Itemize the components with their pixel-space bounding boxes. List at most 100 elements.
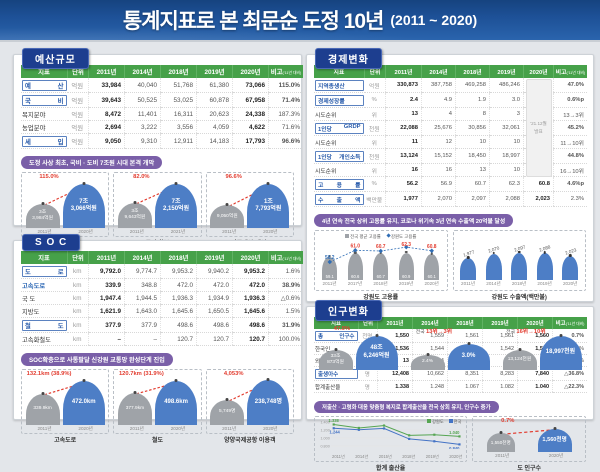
bar-gray: 3조 9,643억원: [117, 202, 152, 228]
cell-value: 1,936.3: [160, 291, 197, 305]
cell-value: 1,559: [412, 329, 448, 343]
cell-value: 13: [455, 163, 490, 177]
cell-value: 18,450: [455, 148, 490, 164]
mini-chart-box: 96.6% 9,050억원 1조 7,793억원 2011년 2020년: [205, 172, 294, 237]
row-unit: km: [67, 317, 89, 333]
export-bar-col: 2,088: [536, 244, 553, 280]
cell-value: 11: [385, 135, 422, 149]
row-unit: 위: [364, 135, 386, 149]
cell-value: 120.7: [160, 332, 197, 346]
label-part: 세: [25, 138, 31, 146]
row-label: 시도순위: [314, 163, 365, 177]
increase-value: 96.6%: [225, 174, 242, 180]
cell-note: 13→3위: [553, 107, 587, 121]
bar-gray: 3조 3,984억원: [25, 204, 60, 228]
column-header-note: 비고('11년 대비): [553, 65, 587, 78]
row-unit: 백만불: [364, 191, 386, 207]
column-header: 2014년: [421, 65, 456, 78]
cell-value: 56.2: [385, 176, 422, 192]
employment-chart-caption: 강원도 고용률: [363, 295, 399, 301]
cell-value: 30,856: [455, 120, 490, 136]
cell-value: 16,311: [160, 107, 197, 121]
blue-diamond-icon: [386, 233, 391, 239]
increase-label: 전국 13위→3위: [409, 326, 459, 335]
cell-value: 1,650.5: [196, 304, 233, 318]
increase-value: 4,053%: [223, 371, 244, 377]
cell-value: –: [88, 332, 125, 346]
cell-note: 71.4%: [268, 92, 303, 108]
chart-caption: 양양국제공항 이용객: [224, 438, 276, 444]
bars-area: 13,124천원 18,997천원: [501, 334, 583, 370]
bar-year: 2011년: [37, 426, 52, 431]
label-part: 용: [336, 182, 342, 189]
fertility-chart-col: 강원도 전국 1.400 1.200 1.000 0.800 1.338 1.244 1.040…: [314, 416, 468, 472]
cell-value: 377.9: [88, 317, 125, 333]
table-row: 지방도 km 1,621.9 1,643.0 1,645.6 1,650.5 1,645.6…: [21, 304, 303, 318]
bar-blue: 7조 2,150억원: [155, 184, 198, 228]
svg-text:56.2: 56.2: [325, 255, 335, 261]
cell-value: 387,758: [421, 78, 456, 93]
export-chart: 1,977 2,070 2,097 2,088 2,023 2011년 2014년 2018년…: [452, 230, 586, 291]
column-header: 2020년: [523, 65, 554, 78]
year-label: 2019년: [537, 281, 552, 286]
economy-table-wrap: 지표 단위 2011년 2014년 2018년 2019년 2020년 비고('11년 대비)…: [314, 65, 587, 207]
cell-value: 9,792.0: [88, 264, 125, 279]
bar-gray: 377.9km: [117, 392, 152, 425]
national-bar: 60.1: [424, 254, 440, 280]
year-label: 2019년: [425, 454, 439, 459]
cell-note: 96.6%: [268, 133, 303, 149]
cell-value: 472.0: [196, 278, 233, 292]
export-bar-col: 2,070: [485, 245, 502, 280]
cell-note: 0.6%p: [553, 92, 587, 108]
cell-value: 1,645.6: [160, 304, 197, 318]
cell-value: 9,940.2: [196, 264, 233, 279]
bar-blue: 1,560천명: [537, 428, 572, 452]
bars-area: 2.4% 3.0%: [409, 334, 491, 370]
cell-value: 9,050: [88, 133, 125, 149]
cell-value: 13: [385, 107, 422, 121]
label-part: 출생아수: [318, 371, 339, 378]
note-header-sub: ('11년 대비): [565, 322, 585, 326]
column-header: 2018년: [447, 317, 483, 329]
cell-value: 377.9: [124, 317, 161, 333]
cell-value: 17,793: [232, 133, 269, 149]
label-text: 지방도: [22, 308, 40, 316]
cell-value: 67,958: [232, 92, 269, 108]
row-unit: 억원: [364, 78, 386, 93]
column-header: 2020년: [232, 251, 269, 264]
row-label: 총 인구수: [314, 329, 359, 343]
label-part: 인구수: [339, 333, 355, 340]
cell-value: 61,380: [196, 78, 233, 93]
fertility-line-chart: 강원도 전국 1.400 1.200 1.000 0.800 1.338 1.244 1.040…: [314, 416, 468, 462]
cell-value: 25,676: [421, 120, 456, 136]
employment-plot-area: 59.1 60.6 60.7 60.9 60.1 56.2 61.0 60.7 62.3 60.8: [317, 242, 445, 280]
label-text: 시도순위: [315, 168, 337, 175]
cell-value: 9,774.7: [124, 264, 161, 279]
row-label: 농업분야: [21, 120, 68, 134]
cell-value: 15,152: [421, 148, 456, 164]
year-label: 2015년: [378, 454, 392, 459]
cell-value: 73,066: [232, 78, 269, 93]
cell-value: 2,070: [421, 191, 456, 207]
label-part: 률: [355, 182, 361, 189]
row-label: 지방도: [21, 304, 68, 318]
table-row: 예 산 억원 33,984 40,040 51,768 61,380 73,066 115.0%: [21, 78, 303, 93]
year-label: 2020년: [562, 281, 578, 286]
export-bar-col: 2,023: [562, 247, 579, 280]
increase-value: 0.7%: [501, 418, 515, 424]
cell-note: 1.6%: [268, 264, 303, 279]
bar-blue: 238,748명: [247, 380, 290, 425]
tab-population: 인구변화: [315, 300, 382, 321]
cell-value: 33,984: [88, 78, 125, 93]
label-part: 개인소득: [339, 154, 361, 161]
legend-gangwon: 강원도 고용률: [386, 233, 416, 240]
label-text: 합계출산율: [315, 384, 341, 391]
cell-value: 2,097: [455, 191, 490, 207]
year-label: 2020년: [449, 454, 463, 459]
